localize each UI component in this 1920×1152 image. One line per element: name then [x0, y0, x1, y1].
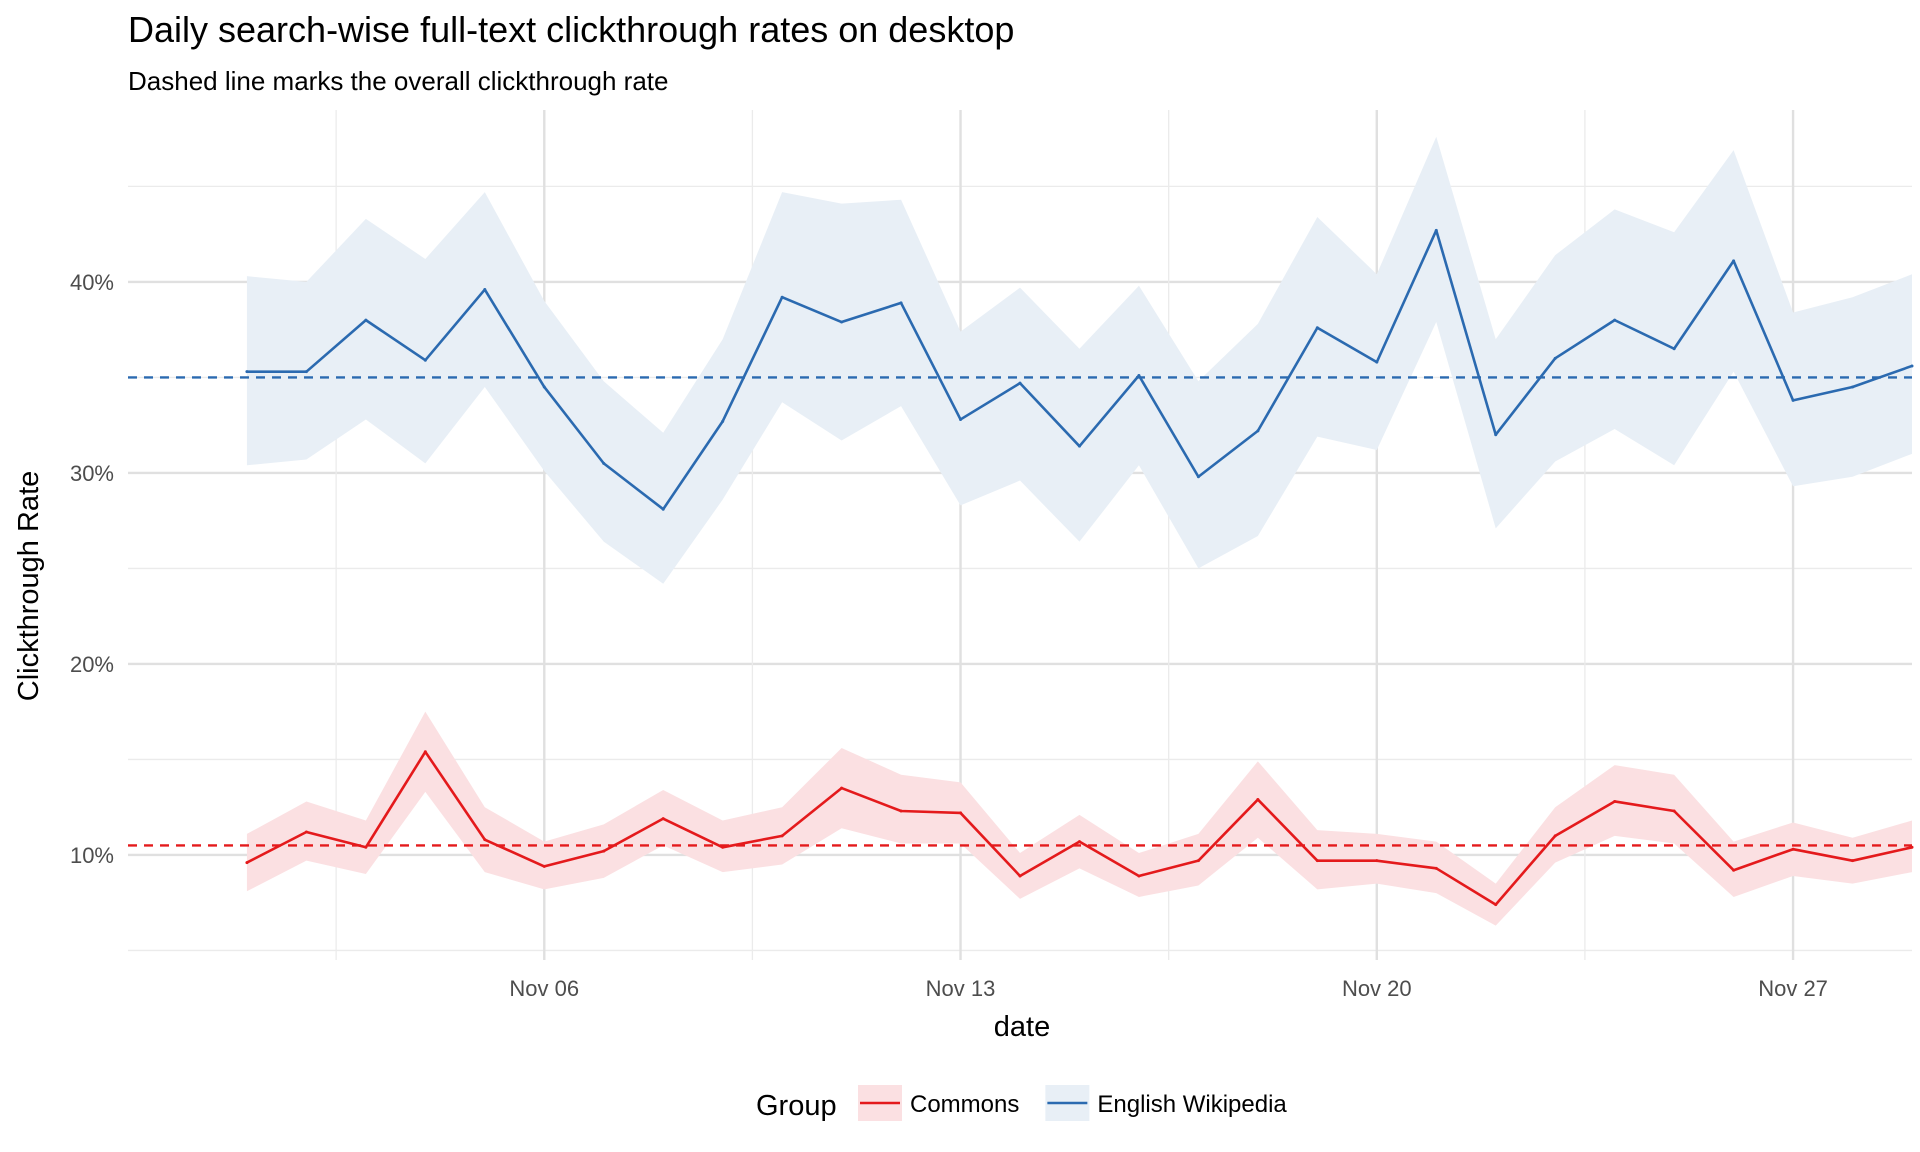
data-point	[1910, 364, 1914, 368]
data-point	[1137, 874, 1141, 878]
x-tick-label: Nov 13	[926, 976, 996, 1001]
data-point	[1851, 859, 1855, 863]
data-point	[245, 370, 249, 374]
data-point	[423, 750, 427, 754]
chart-title: Daily search-wise full-text clickthrough…	[128, 9, 1014, 50]
data-point	[840, 786, 844, 790]
legend-title: Group	[756, 1090, 837, 1122]
data-point	[1494, 903, 1498, 907]
data-point	[1613, 799, 1617, 803]
x-axis-title: date	[994, 1011, 1050, 1043]
data-point	[602, 849, 606, 853]
data-point	[304, 830, 308, 834]
data-point	[1018, 874, 1022, 878]
data-point	[899, 809, 903, 813]
confidence-band-0	[246, 711, 1912, 926]
data-point	[1434, 228, 1438, 232]
data-point	[364, 318, 368, 322]
x-axis-ticks: Nov 06 Nov 13 Nov 20 Nov 27	[509, 976, 1828, 1001]
chart-subtitle: Dashed line marks the overall clickthrou…	[128, 66, 668, 96]
data-point	[1137, 374, 1141, 378]
data-point	[1791, 398, 1795, 402]
data-point	[483, 288, 487, 292]
y-tick-label: 40%	[70, 270, 114, 295]
data-point	[1375, 859, 1379, 863]
data-point	[661, 817, 665, 821]
legend-label-0: Commons	[910, 1091, 1019, 1118]
data-point	[423, 358, 427, 362]
legend: Group Commons English Wikipedia	[756, 1085, 1287, 1122]
data-point	[899, 301, 903, 305]
data-point	[1375, 360, 1379, 364]
data-point	[780, 834, 784, 838]
y-tick-label: 20%	[70, 652, 114, 677]
data-point	[1256, 798, 1260, 802]
data-point	[1851, 385, 1855, 389]
data-point	[1315, 326, 1319, 330]
data-point	[1553, 356, 1557, 360]
data-point	[1494, 433, 1498, 437]
data-point	[1434, 866, 1438, 870]
data-point	[1732, 259, 1736, 263]
x-tick-label: Nov 06	[509, 976, 579, 1001]
data-point	[661, 507, 665, 511]
data-point	[1553, 834, 1557, 838]
data-point	[364, 845, 368, 849]
y-tick-label: 10%	[70, 843, 114, 868]
y-axis-title: Clickthrough Rate	[13, 471, 45, 702]
data-point	[840, 320, 844, 324]
y-tick-label: 30%	[70, 461, 114, 486]
data-point	[304, 370, 308, 374]
data-point	[1732, 868, 1736, 872]
data-point	[959, 811, 963, 815]
data-point	[602, 461, 606, 465]
data-point	[1077, 840, 1081, 844]
data-point	[483, 838, 487, 842]
data-point	[1791, 847, 1795, 851]
x-tick-label: Nov 27	[1758, 976, 1828, 1001]
data-point	[959, 417, 963, 421]
data-point	[245, 861, 249, 865]
data-point	[721, 845, 725, 849]
data-point	[1672, 347, 1676, 351]
data-point	[542, 385, 546, 389]
data-point	[1256, 429, 1260, 433]
data-point	[1196, 859, 1200, 863]
data-point	[1018, 381, 1022, 385]
x-tick-label: Nov 20	[1342, 976, 1412, 1001]
y-axis-ticks: 10% 20% 30% 40%	[70, 270, 114, 868]
data-point	[542, 864, 546, 868]
data-point	[1196, 475, 1200, 479]
data-point	[780, 295, 784, 299]
confidence-bands	[246, 136, 1912, 926]
legend-label-1: English Wikipedia	[1097, 1091, 1287, 1118]
data-point	[1077, 444, 1081, 448]
confidence-band-1	[246, 136, 1912, 584]
data-point	[1613, 318, 1617, 322]
data-point	[1910, 845, 1914, 849]
data-point	[721, 419, 725, 423]
data-point	[1672, 809, 1676, 813]
series-lines	[245, 228, 1914, 907]
data-point	[1315, 859, 1319, 863]
